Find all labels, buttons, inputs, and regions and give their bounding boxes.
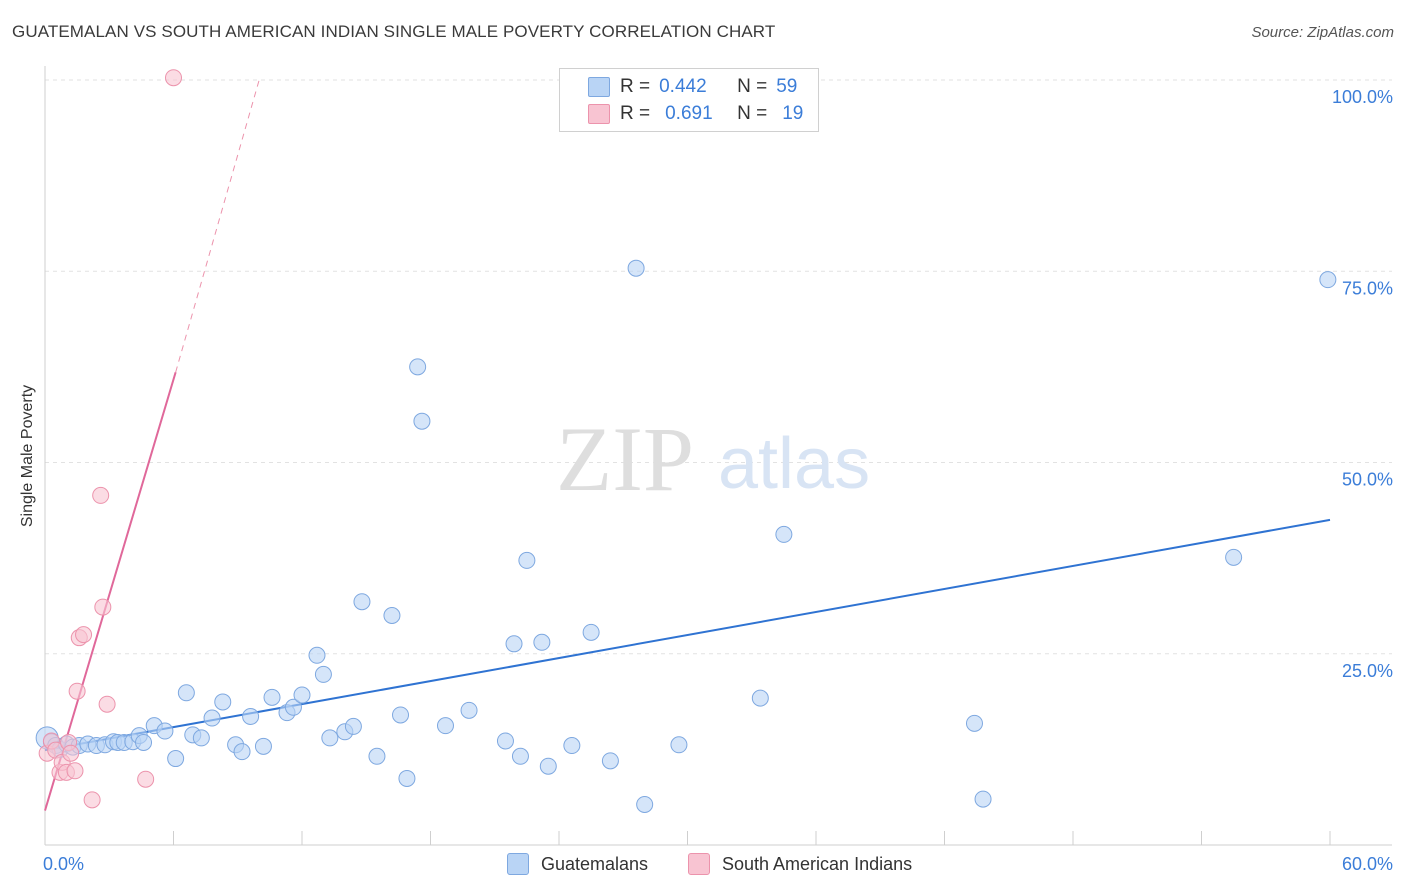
data-point-south-american-indians bbox=[75, 626, 93, 644]
data-point-guatemalans bbox=[308, 646, 326, 664]
data-point-guatemalans bbox=[203, 709, 221, 727]
data-point-guatemalans bbox=[192, 729, 210, 747]
legend-r-value: 0.442 bbox=[659, 76, 707, 97]
data-point-guatemalans bbox=[263, 688, 281, 706]
y-tick-label: 50.0% bbox=[1342, 470, 1393, 490]
bottom-legend-south-american-indians: South American Indians bbox=[688, 852, 912, 876]
data-point-south-american-indians bbox=[83, 791, 101, 809]
data-point-guatemalans bbox=[383, 607, 401, 624]
data-point-south-american-indians bbox=[68, 682, 86, 700]
data-point-guatemalans bbox=[413, 412, 431, 430]
data-point-guatemalans bbox=[409, 358, 427, 376]
x-tick-label: 60.0% bbox=[1342, 854, 1393, 874]
data-point-south-american-indians bbox=[98, 695, 116, 713]
data-point-guatemalans bbox=[242, 707, 260, 725]
data-point-guatemalans bbox=[321, 729, 339, 747]
data-point-guatemalans bbox=[1225, 548, 1243, 566]
data-point-guatemalans bbox=[627, 259, 645, 277]
data-point-guatemalans bbox=[601, 752, 619, 770]
legend-n-label: N = bbox=[737, 103, 768, 124]
data-point-guatemalans bbox=[353, 593, 371, 611]
data-point-guatemalans bbox=[775, 525, 793, 543]
y-tick-label: 25.0% bbox=[1342, 661, 1393, 681]
data-points bbox=[35, 69, 1337, 813]
data-point-guatemalans bbox=[496, 732, 514, 750]
data-point-south-american-indians bbox=[66, 762, 84, 780]
watermark-atlas: atlas bbox=[718, 424, 870, 504]
data-point-guatemalans bbox=[392, 706, 410, 724]
legend-swatch-blue bbox=[507, 853, 529, 875]
data-point-guatemalans bbox=[1319, 271, 1337, 289]
data-point-guatemalans bbox=[314, 665, 332, 683]
bottom-legend-guatemalans: Guatemalans bbox=[507, 852, 648, 876]
data-point-guatemalans bbox=[398, 769, 416, 787]
legend-swatch-pink bbox=[688, 853, 710, 875]
data-point-guatemalans bbox=[214, 693, 232, 711]
legend-row-south-american-indians: R = 0.691 N = 19 bbox=[588, 103, 803, 125]
data-point-guatemalans bbox=[511, 747, 529, 765]
data-point-guatemalans bbox=[533, 633, 551, 651]
data-point-guatemalans bbox=[636, 795, 654, 813]
legend-swatch-pink bbox=[588, 104, 610, 124]
x-tick-label: 0.0% bbox=[43, 854, 84, 874]
data-point-guatemalans bbox=[518, 551, 536, 569]
y-tick-label: 75.0% bbox=[1342, 278, 1393, 298]
data-point-guatemalans bbox=[135, 733, 153, 751]
legend-r-value: 0.691 bbox=[665, 103, 713, 124]
data-point-guatemalans bbox=[436, 717, 454, 735]
data-point-guatemalans bbox=[284, 698, 302, 716]
legend-r-label: R = bbox=[620, 103, 651, 124]
data-point-guatemalans bbox=[563, 737, 581, 755]
data-point-guatemalans bbox=[670, 736, 688, 754]
data-point-guatemalans bbox=[167, 750, 185, 768]
data-point-guatemalans bbox=[460, 701, 478, 719]
legend-label: Guatemalans bbox=[541, 853, 649, 874]
source-label: Source: ZipAtlas.com bbox=[1251, 24, 1394, 41]
legend-r-label: R = bbox=[620, 76, 651, 97]
legend-swatch-blue bbox=[588, 77, 610, 97]
legend-n-label: N = bbox=[737, 76, 768, 97]
data-point-guatemalans bbox=[751, 689, 769, 707]
data-point-south-american-indians bbox=[92, 486, 110, 504]
data-point-guatemalans bbox=[344, 717, 362, 735]
data-point-guatemalans bbox=[539, 757, 557, 775]
axes bbox=[44, 66, 1392, 846]
data-point-guatemalans bbox=[293, 686, 311, 704]
data-point-guatemalans bbox=[177, 684, 195, 702]
data-point-guatemalans bbox=[156, 722, 174, 740]
data-point-guatemalans bbox=[233, 743, 251, 761]
data-point-guatemalans bbox=[368, 747, 386, 765]
grid-lines bbox=[45, 79, 1392, 655]
data-point-south-american-indians bbox=[94, 598, 112, 616]
data-point-south-american-indians bbox=[165, 69, 182, 87]
trend-line-guatemalans bbox=[44, 518, 1331, 752]
data-point-guatemalans bbox=[974, 790, 992, 808]
legend-n-value: 19 bbox=[782, 103, 804, 124]
legend-row-guatemalans: R = 0.442 N = 59 bbox=[588, 76, 797, 98]
data-point-guatemalans bbox=[965, 714, 983, 732]
legend-n-value: 59 bbox=[776, 76, 798, 97]
chart-title: GUATEMALAN VS SOUTH AMERICAN INDIAN SING… bbox=[12, 22, 776, 41]
data-point-south-american-indians bbox=[62, 744, 80, 762]
data-point-guatemalans bbox=[505, 635, 523, 653]
data-point-south-american-indians bbox=[137, 770, 155, 788]
data-point-guatemalans bbox=[582, 623, 600, 641]
y-tick-label: 100.0% bbox=[1332, 87, 1393, 107]
stats-legend: R = 0.442 N = 59 R = 0.691 N = 19 bbox=[559, 68, 819, 132]
tick-labels: 25.0% 50.0% 75.0% 100.0% 0.0% 60.0% bbox=[43, 87, 1393, 874]
data-point-guatemalans bbox=[254, 737, 272, 755]
watermark-zip: ZIP bbox=[556, 408, 694, 510]
trend-line-extension bbox=[175, 79, 260, 373]
legend-label: South American Indians bbox=[722, 853, 913, 874]
